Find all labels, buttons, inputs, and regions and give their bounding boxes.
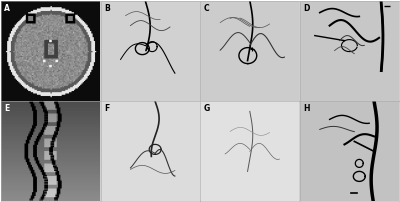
- Text: F: F: [104, 104, 109, 113]
- Text: D: D: [303, 4, 309, 13]
- Text: E: E: [4, 104, 10, 113]
- Text: C: C: [203, 4, 209, 13]
- Text: A: A: [4, 4, 10, 13]
- Text: G: G: [203, 104, 210, 113]
- Text: H: H: [303, 104, 310, 113]
- Text: B: B: [104, 4, 110, 13]
